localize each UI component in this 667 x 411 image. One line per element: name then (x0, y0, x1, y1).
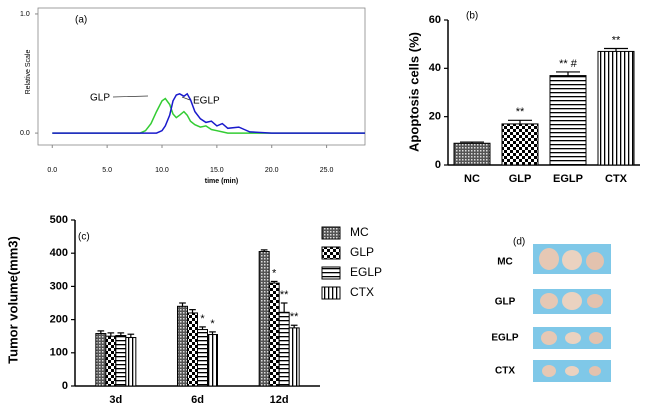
y-axis-label: Tumor volume(mm3) (5, 236, 20, 364)
significance-label: * (210, 318, 215, 330)
significance-label: ** (612, 34, 621, 46)
bar (115, 335, 127, 387)
tumor (565, 332, 581, 344)
legend-label: CTX (350, 285, 374, 299)
bar (278, 311, 290, 387)
y-tick-label: 500 (50, 214, 68, 226)
bar (549, 75, 587, 166)
tumor (541, 331, 557, 345)
x-axis-label: time (min) (205, 178, 238, 185)
panel-label: (b) (466, 11, 478, 22)
y-tick-label: 40 (429, 62, 441, 74)
row-label: EGLP (491, 333, 519, 344)
tumor (586, 252, 604, 270)
bar (501, 123, 539, 166)
plot-frame (37, 7, 366, 146)
significance-label: ** # (559, 58, 578, 70)
row-label: MC (497, 257, 513, 268)
y-tick-label: 0 (435, 159, 441, 171)
line-series (52, 97, 365, 134)
series-pointer (181, 96, 191, 101)
bar (258, 251, 270, 387)
bar (288, 327, 300, 387)
x-tick-label: 25.0 (320, 167, 334, 174)
x-tick-label: GLP (509, 173, 532, 185)
y-axis-label: Apoptosis cells (%) (406, 32, 421, 152)
legend-swatch (321, 246, 341, 260)
x-tick-label: 3d (109, 394, 122, 406)
y-tick-label: 200 (50, 314, 68, 326)
panel-label: (c) (78, 232, 90, 243)
tumor (565, 366, 579, 376)
bar (597, 50, 635, 166)
x-tick-label: 0.0 (47, 167, 57, 174)
y-tick-label: 100 (50, 347, 68, 359)
tumor (562, 250, 582, 270)
bar (187, 312, 198, 387)
tumor (542, 365, 556, 377)
line-series (52, 92, 365, 134)
series-label: GLP (90, 93, 110, 104)
y-tick-label: 60 (429, 14, 441, 26)
bar (453, 142, 491, 166)
tumor (589, 366, 601, 376)
x-tick-label: 6d (191, 394, 204, 406)
bar (95, 333, 107, 387)
bar (207, 334, 218, 387)
bar (105, 335, 117, 387)
tumor (562, 292, 582, 310)
row-label: GLP (495, 297, 516, 308)
tumor (587, 294, 603, 308)
bar (177, 305, 188, 387)
y-tick-label: 400 (50, 247, 68, 259)
legend-swatch (321, 266, 341, 280)
bar (125, 337, 137, 387)
x-tick-label: 12d (270, 394, 289, 406)
x-tick-label: EGLP (553, 173, 583, 185)
series-label: EGLP (193, 96, 220, 107)
tumor (589, 332, 603, 344)
x-tick-label: 20.0 (265, 167, 279, 174)
legend-label: MC (350, 225, 369, 239)
legend-label: GLP (350, 245, 374, 259)
y-tick-label: 1.0 (20, 11, 30, 18)
significance-label: * (272, 267, 277, 279)
x-tick-label: 15.0 (210, 167, 224, 174)
tumor (540, 293, 558, 309)
x-tick-label: NC (464, 173, 480, 185)
y-tick-label: 0.0 (20, 130, 30, 137)
significance-label: ** (516, 106, 525, 118)
significance-label: ** (280, 289, 289, 301)
row-label: CTX (495, 366, 515, 377)
panel-label: (a) (75, 15, 87, 26)
y-tick-label: 20 (429, 111, 441, 123)
legend-swatch (321, 226, 341, 240)
significance-label: ** (290, 311, 299, 323)
photo (533, 244, 611, 382)
panel-label: (d) (513, 237, 525, 248)
y-tick-label: 300 (50, 280, 68, 292)
series-pointer (112, 95, 149, 98)
bar (268, 282, 280, 387)
y-tick-label: 0 (62, 380, 68, 392)
legend-label: EGLP (350, 265, 382, 279)
tumor (539, 248, 559, 270)
y-axis-label: Relative Scale (25, 50, 32, 95)
x-tick-label: 5.0 (102, 167, 112, 174)
bar (197, 329, 208, 387)
significance-label: * (200, 313, 205, 325)
legend-swatch (321, 286, 341, 300)
x-tick-label: 10.0 (155, 167, 169, 174)
x-tick-label: CTX (605, 173, 628, 185)
